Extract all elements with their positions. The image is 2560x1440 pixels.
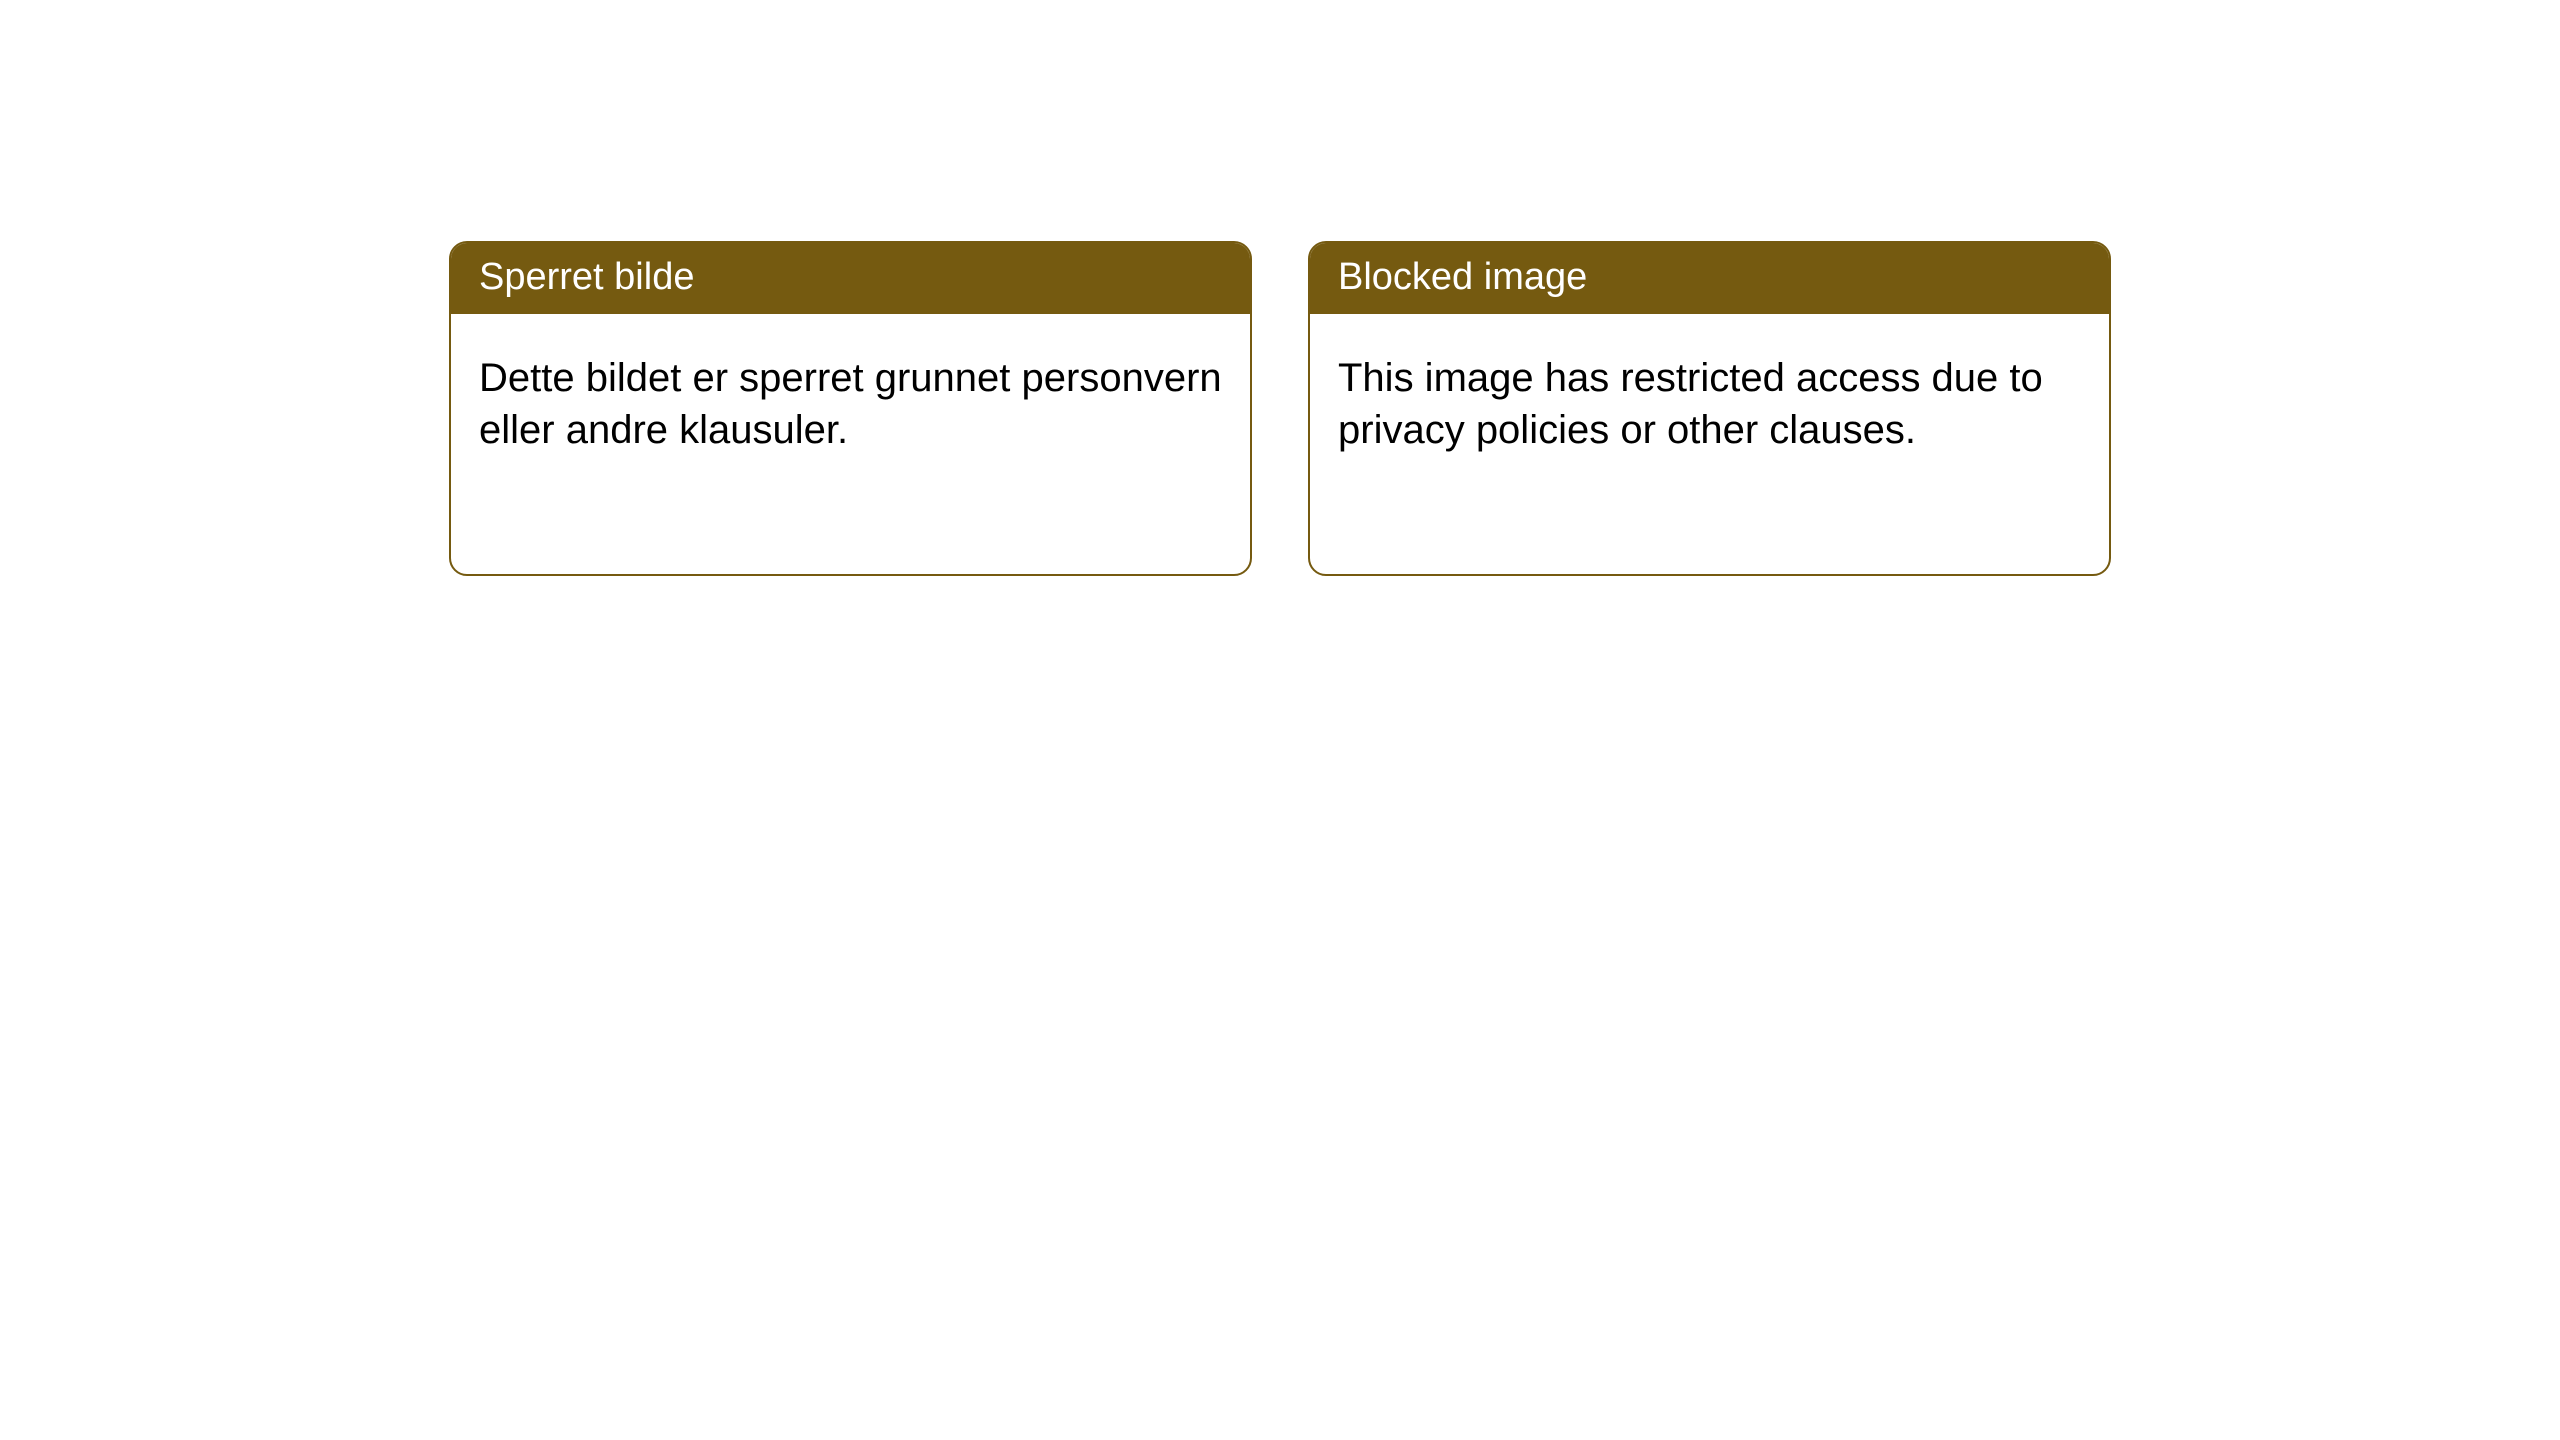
notice-body-norwegian: Dette bildet er sperret grunnet personve… [451, 314, 1250, 484]
notice-card-norwegian: Sperret bilde Dette bildet er sperret gr… [449, 241, 1252, 576]
notice-header-norwegian: Sperret bilde [451, 243, 1250, 314]
notice-card-english: Blocked image This image has restricted … [1308, 241, 2111, 576]
notice-header-english: Blocked image [1310, 243, 2109, 314]
notice-container: Sperret bilde Dette bildet er sperret gr… [0, 0, 2560, 576]
notice-body-english: This image has restricted access due to … [1310, 314, 2109, 484]
